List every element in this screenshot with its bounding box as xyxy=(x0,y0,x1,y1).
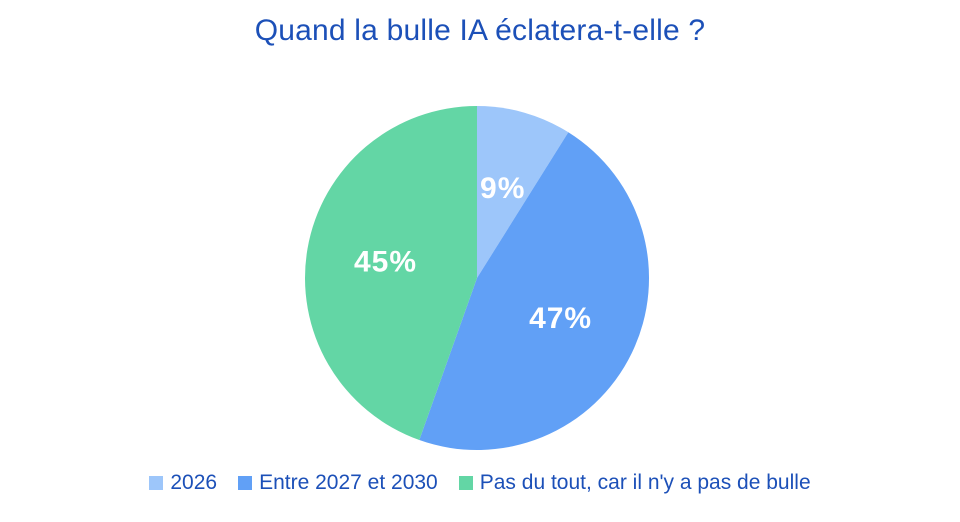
legend-swatch-icon xyxy=(458,475,473,490)
legend-item-0: 2026 xyxy=(149,470,217,495)
pie-slice-value-label-1: 47% xyxy=(529,302,592,335)
legend-label: Entre 2027 et 2030 xyxy=(259,471,438,494)
pie-chart: 9% 47% 45% xyxy=(302,103,652,453)
chart-title: Quand la bulle IA éclatera-t-elle ? xyxy=(254,14,706,47)
pie-slice-value-label-2: 45% xyxy=(354,246,417,279)
pie-svg: 9% 47% 45% xyxy=(304,106,650,451)
legend-swatch-icon xyxy=(238,475,253,490)
legend-swatch-icon xyxy=(149,475,164,490)
legend-label: 2026 xyxy=(170,471,218,494)
chart-legend: 2026 Entre 2027 et 2030 Pas du tout, car i… xyxy=(0,470,960,495)
legend-label: Pas du tout, car il n'y a pas de bulle xyxy=(479,471,811,494)
legend-item-1: Entre 2027 et 2030 xyxy=(238,470,438,495)
pie-slice-0 xyxy=(477,106,569,278)
pie-slice-2 xyxy=(304,106,477,441)
pie-slice-1 xyxy=(419,132,650,451)
pie-slice-value-label-0: 9% xyxy=(480,172,525,205)
legend-item-2: Pas du tout, car il n'y a pas de bulle xyxy=(458,470,811,495)
